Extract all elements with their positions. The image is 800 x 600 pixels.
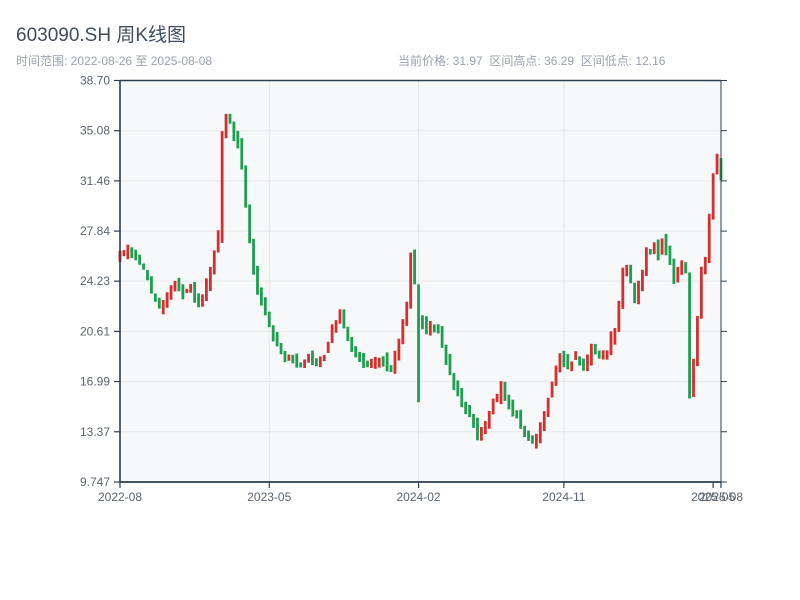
svg-text:38.70: 38.70: [80, 74, 110, 88]
svg-text:13.37: 13.37: [80, 425, 110, 439]
svg-text:2024-11: 2024-11: [542, 490, 585, 504]
svg-text:20.61: 20.61: [80, 324, 110, 338]
svg-text:24.23: 24.23: [80, 274, 110, 288]
svg-text:2022-08: 2022-08: [98, 490, 142, 504]
svg-text:2025-08: 2025-08: [699, 490, 743, 504]
svg-text:35.08: 35.08: [80, 124, 110, 138]
svg-text:2024-02: 2024-02: [397, 490, 441, 504]
svg-text:9.747: 9.747: [80, 475, 110, 489]
svg-text:2023-05: 2023-05: [247, 490, 291, 504]
svg-text:16.99: 16.99: [80, 375, 110, 389]
svg-text:27.84: 27.84: [80, 224, 110, 238]
svg-text:31.46: 31.46: [80, 174, 110, 188]
